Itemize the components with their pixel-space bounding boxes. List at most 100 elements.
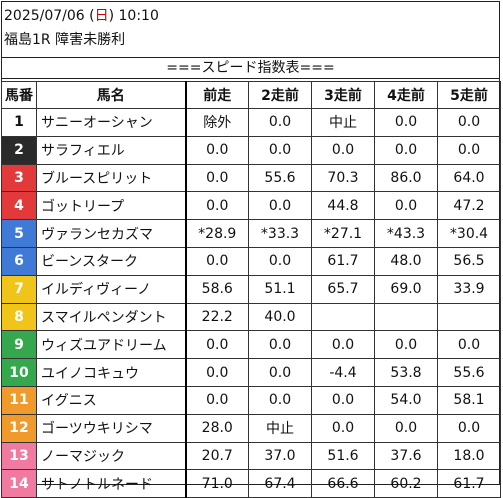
speed-index: 18.0 bbox=[437, 441, 501, 471]
speed-index-table: 馬番 馬名 前走 2走前 3走前 4走前 5走前 1 サニーオーシャン 除外 0.0 中… bbox=[1, 81, 501, 498]
horse-name: ゴットリープ bbox=[36, 191, 187, 221]
speed-index: 56.5 bbox=[437, 246, 501, 276]
speed-index bbox=[311, 302, 375, 332]
table-row: 6 ビーンスターク 0.0 0.0 61.7 48.0 56.5 bbox=[1, 246, 501, 276]
race-datetime: 2025/07/06 (日) 10:10 bbox=[4, 6, 159, 26]
speed-index: 58.6 bbox=[185, 274, 249, 304]
speed-index: 58.1 bbox=[437, 385, 501, 415]
table-row: 8 スマイルペンダント 22.2 40.0 bbox=[1, 302, 501, 332]
speed-index: 0.0 bbox=[437, 108, 501, 137]
horse-name: ノーマジック bbox=[36, 441, 187, 471]
speed-index bbox=[374, 302, 438, 332]
table-row: 10 ユイノコキュウ 0.0 0.0 -4.4 53.8 55.6 bbox=[1, 358, 501, 387]
horse-name: スマイルペンダント bbox=[36, 302, 187, 332]
speed-index: 0.0 bbox=[185, 163, 249, 193]
speed-index: 40.0 bbox=[248, 302, 312, 332]
speed-index: 0.0 bbox=[248, 191, 312, 221]
speed-index: 44.8 bbox=[311, 191, 375, 221]
speed-index: *43.3 bbox=[374, 219, 438, 248]
horse-number: 13 bbox=[1, 441, 37, 471]
speed-index bbox=[437, 302, 501, 332]
horse-number: 5 bbox=[1, 219, 37, 248]
date-text: 2025/07/06 ( bbox=[4, 8, 95, 24]
speed-index: 0.0 bbox=[374, 108, 438, 137]
col-header: 3走前 bbox=[311, 81, 375, 109]
speed-index: -4.4 bbox=[311, 358, 375, 387]
speed-index: 61.7 bbox=[437, 469, 501, 498]
speed-index: 0.0 bbox=[185, 246, 249, 276]
speed-index: 47.2 bbox=[437, 191, 501, 221]
speed-index: 0.0 bbox=[374, 413, 438, 443]
horse-name: サニーオーシャン bbox=[36, 108, 187, 137]
weekday-text: 日 bbox=[94, 8, 109, 24]
speed-index: 0.0 bbox=[311, 135, 375, 165]
speed-index: 28.0 bbox=[185, 413, 249, 443]
speed-index: 0.0 bbox=[374, 330, 438, 360]
speed-index: 22.2 bbox=[185, 302, 249, 332]
speed-index: 70.3 bbox=[311, 163, 375, 193]
speed-index: 60.2 bbox=[374, 469, 438, 498]
speed-index: 0.0 bbox=[185, 330, 249, 360]
speed-index: 54.0 bbox=[374, 385, 438, 415]
table-row: 11 イグニス 0.0 0.0 0.0 54.0 58.1 bbox=[1, 385, 501, 415]
horse-name: サラフィエル bbox=[36, 135, 187, 165]
speed-index: 71.0 bbox=[185, 469, 249, 498]
speed-index: 33.9 bbox=[437, 274, 501, 304]
horse-name: ウィズユアドリーム bbox=[36, 330, 187, 360]
speed-index: 0.0 bbox=[185, 385, 249, 415]
speed-index: 65.7 bbox=[311, 274, 375, 304]
col-header: 馬番 bbox=[1, 81, 37, 109]
header-row: 馬番 馬名 前走 2走前 3走前 4走前 5走前 bbox=[1, 81, 501, 109]
horse-name: ゴーツウキリシマ bbox=[36, 413, 187, 443]
speed-index: 55.6 bbox=[437, 358, 501, 387]
horse-number: 4 bbox=[1, 191, 37, 221]
speed-index: 0.0 bbox=[248, 330, 312, 360]
horse-name: ヴァランセカズマ bbox=[36, 219, 187, 248]
speed-index: 69.0 bbox=[374, 274, 438, 304]
speed-index: 0.0 bbox=[311, 330, 375, 360]
speed-index: 51.6 bbox=[311, 441, 375, 471]
speed-index: 51.1 bbox=[248, 274, 312, 304]
time-text: ) 10:10 bbox=[108, 8, 159, 24]
col-header: 2走前 bbox=[248, 81, 312, 109]
race-name: 福島1R 障害未勝利 bbox=[4, 32, 126, 48]
speed-index: 0.0 bbox=[248, 108, 312, 137]
horse-name: ビーンスターク bbox=[36, 246, 187, 276]
table-row: 13 ノーマジック 20.7 37.0 51.6 37.6 18.0 bbox=[1, 441, 501, 471]
col-header: 馬名 bbox=[36, 81, 187, 109]
horse-name: イグニス bbox=[36, 385, 187, 415]
horse-name: ブルースピリット bbox=[36, 163, 187, 193]
table-row: 3 ブルースピリット 0.0 55.6 70.3 86.0 64.0 bbox=[1, 163, 501, 193]
speed-index: 0.0 bbox=[311, 413, 375, 443]
col-header: 前走 bbox=[185, 81, 249, 109]
speed-index: *27.1 bbox=[311, 219, 375, 248]
speed-index: 0.0 bbox=[248, 385, 312, 415]
horse-number: 3 bbox=[1, 163, 37, 193]
horse-number: 11 bbox=[1, 385, 37, 415]
table-row: 9 ウィズユアドリーム 0.0 0.0 0.0 0.0 0.0 bbox=[1, 330, 501, 360]
speed-index: 55.6 bbox=[248, 163, 312, 193]
horse-number: 10 bbox=[1, 358, 37, 387]
speed-index: 除外 bbox=[185, 108, 249, 137]
horse-number: 9 bbox=[1, 330, 37, 360]
speed-index: 0.0 bbox=[437, 330, 501, 360]
speed-index: 0.0 bbox=[248, 358, 312, 387]
speed-index: 0.0 bbox=[437, 413, 501, 443]
horse-name: イルディヴィーノ bbox=[36, 274, 187, 304]
horse-number: 1 bbox=[1, 108, 37, 137]
horse-number: 14 bbox=[1, 469, 37, 498]
speed-index: 37.0 bbox=[248, 441, 312, 471]
speed-index: 0.0 bbox=[185, 358, 249, 387]
table-title: ===スピード指数表=== bbox=[1, 57, 500, 79]
speed-index: 86.0 bbox=[374, 163, 438, 193]
horse-number: 6 bbox=[1, 246, 37, 276]
horse-number: 2 bbox=[1, 135, 37, 165]
speed-index: 0.0 bbox=[185, 191, 249, 221]
horse-name: ユイノコキュウ bbox=[36, 358, 187, 387]
horse-number: 8 bbox=[1, 302, 37, 332]
speed-index: 0.0 bbox=[248, 246, 312, 276]
speed-index: 48.0 bbox=[374, 246, 438, 276]
speed-index: 中止 bbox=[311, 108, 375, 137]
speed-index: *28.9 bbox=[185, 219, 249, 248]
speed-index: *33.3 bbox=[248, 219, 312, 248]
